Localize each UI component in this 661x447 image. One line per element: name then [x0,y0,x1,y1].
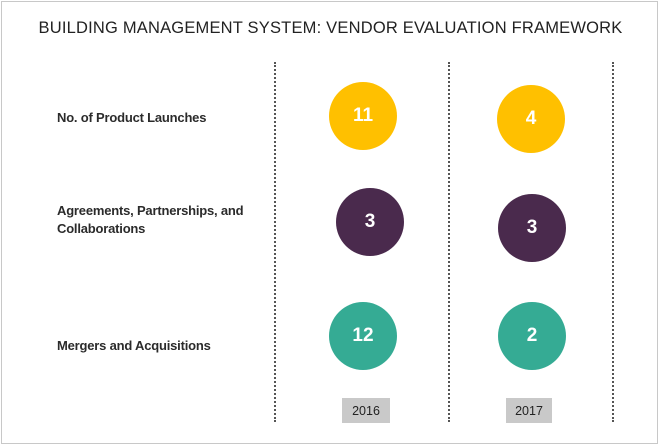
bubble-mergers-2017: 2 [498,302,566,370]
bubble-agreements-2017: 3 [498,194,566,262]
bubble-product-launches-2016: 11 [329,82,397,150]
bubble-mergers-2016: 12 [329,302,397,370]
divider-right [612,62,614,422]
year-label-2016: 2016 [342,398,390,423]
divider-left [274,62,276,422]
chart-title: BUILDING MANAGEMENT SYSTEM: VENDOR EVALU… [38,19,623,37]
row-label-mergers: Mergers and Acquisitions [57,338,211,353]
bubble-agreements-2016: 3 [336,188,404,256]
row-label-agreements: Agreements, Partnerships, and Collaborat… [57,203,244,236]
year-label-2017: 2017 [506,398,552,423]
row-label-product-launches: No. of Product Launches [57,110,207,125]
bubble-product-launches-2017: 4 [497,85,565,153]
divider-middle [448,62,450,422]
